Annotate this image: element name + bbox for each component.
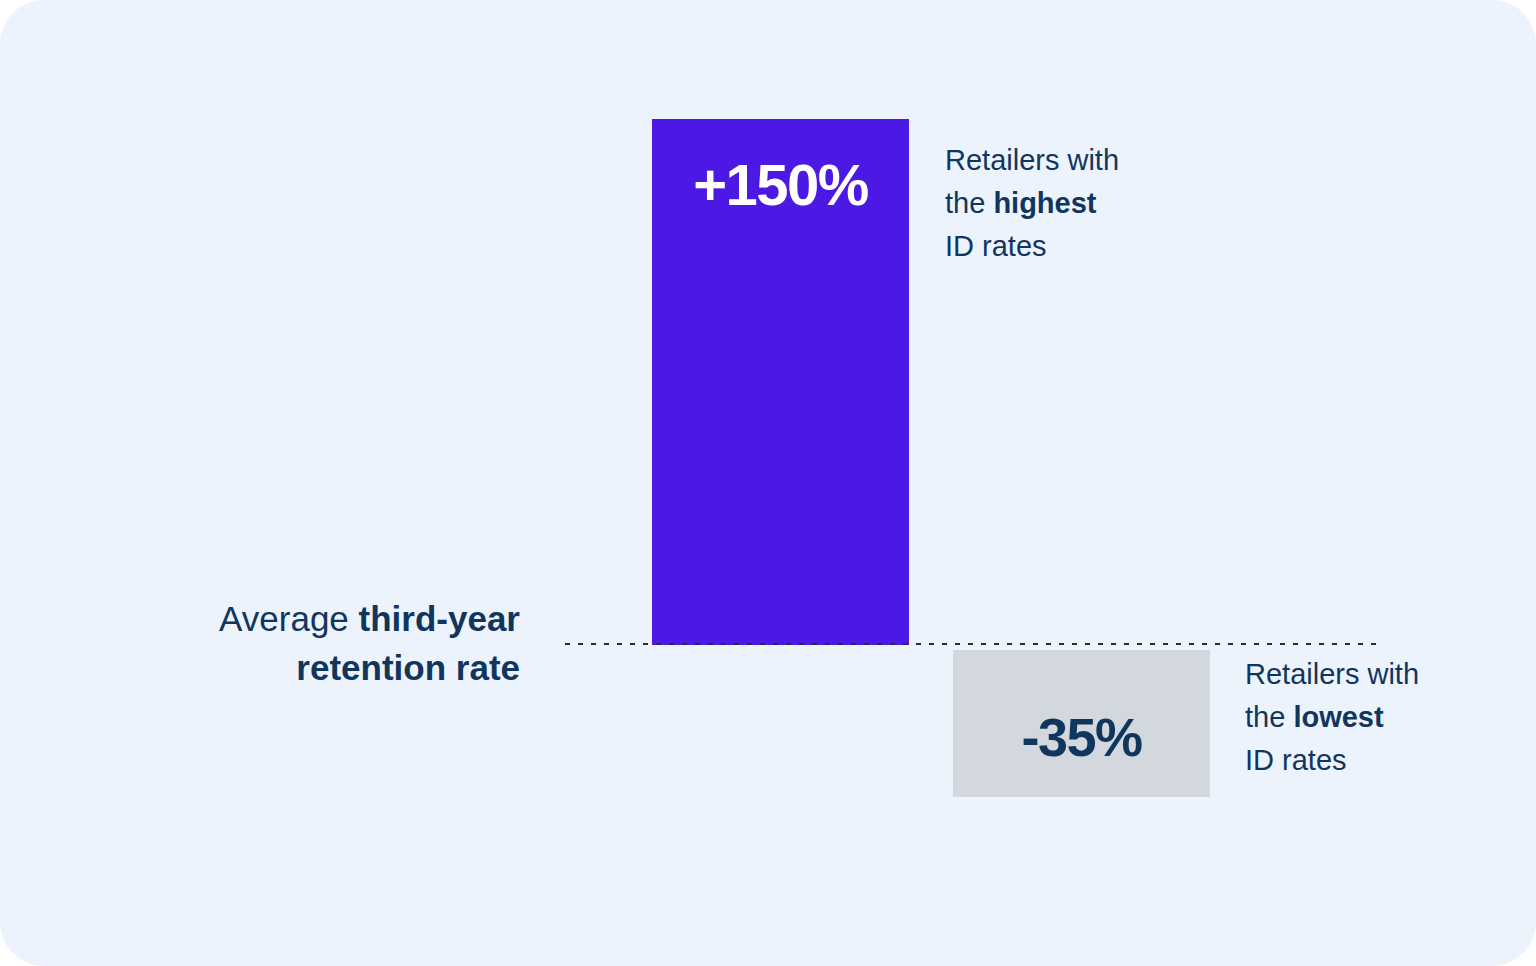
category-highest-line2-prefix: the bbox=[945, 187, 993, 219]
axis-label-regular: Average bbox=[219, 599, 358, 638]
bar-lowest-id-rates: -35% bbox=[953, 650, 1210, 797]
category-label-lowest: Retailers with the lowest ID rates bbox=[1245, 653, 1419, 782]
chart-panel: +150% -35% Retailers with the highest ID… bbox=[0, 0, 1536, 966]
category-highest-line2-bold: highest bbox=[993, 187, 1096, 219]
bar-highest-id-rates: +150% bbox=[652, 119, 909, 645]
value-label-negative: -35% bbox=[1021, 680, 1141, 768]
axis-label-bold-line2: retention rate bbox=[296, 648, 520, 687]
category-lowest-line3: ID rates bbox=[1245, 744, 1347, 776]
category-highest-line3: ID rates bbox=[945, 230, 1047, 262]
category-lowest-line1: Retailers with bbox=[1245, 658, 1419, 690]
infographic-canvas: +150% -35% Retailers with the highest ID… bbox=[0, 0, 1536, 966]
category-lowest-line2-prefix: the bbox=[1245, 701, 1293, 733]
category-highest-line1: Retailers with bbox=[945, 144, 1119, 176]
axis-label-bold-line1: third-year bbox=[359, 599, 520, 638]
baseline-dashed-line bbox=[565, 641, 1378, 647]
category-label-highest: Retailers with the highest ID rates bbox=[945, 139, 1119, 268]
value-label-positive: +150% bbox=[693, 151, 868, 218]
category-lowest-line2-bold: lowest bbox=[1293, 701, 1383, 733]
baseline-axis-label: Average third-year retention rate bbox=[219, 594, 520, 692]
